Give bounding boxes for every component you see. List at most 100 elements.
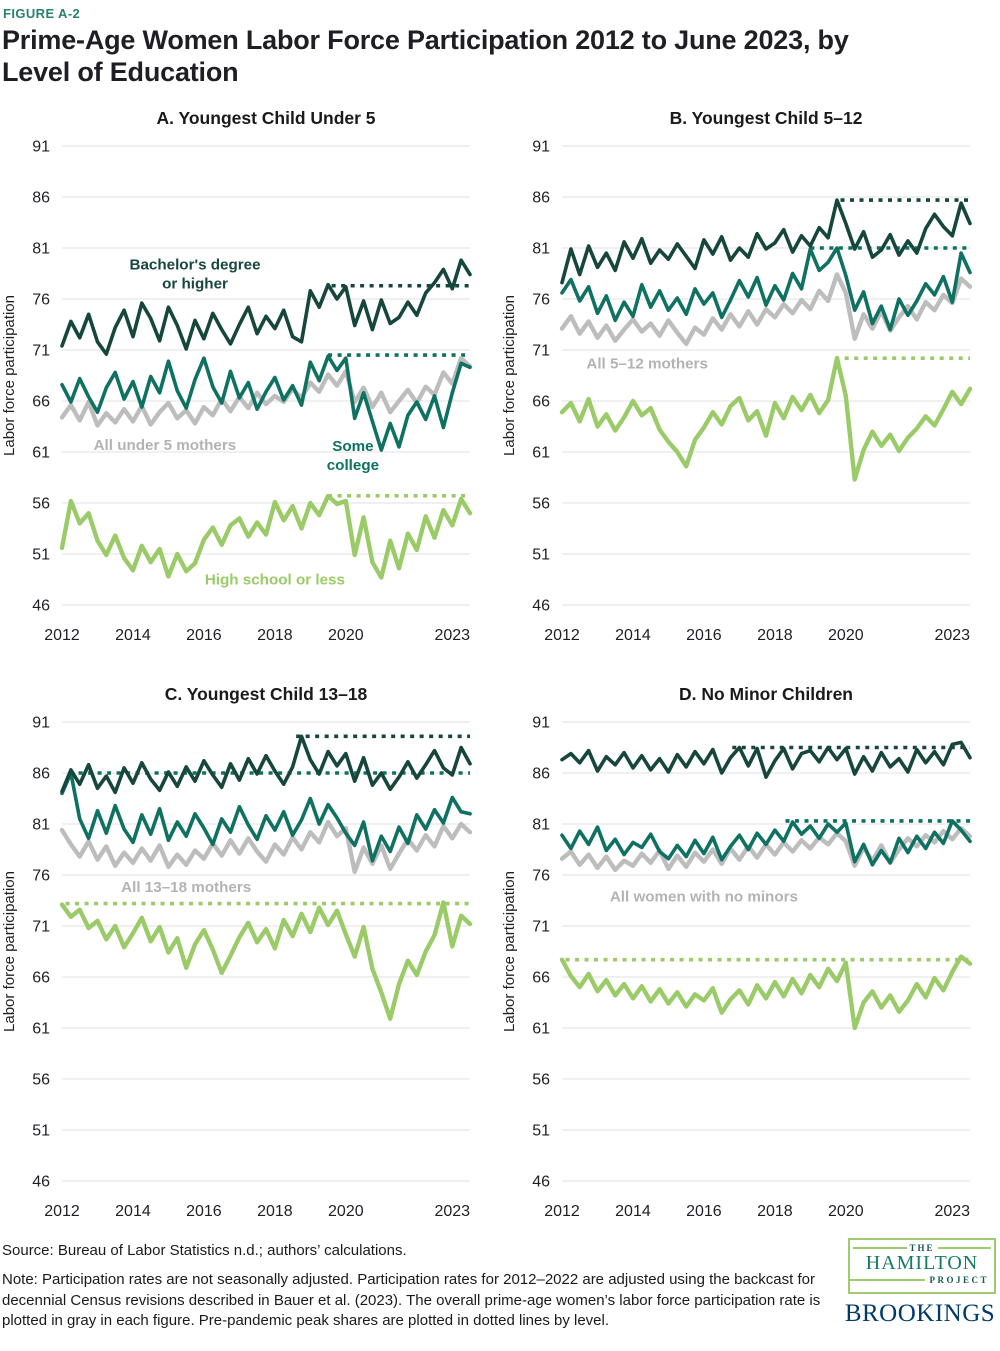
series-annotation: High school or less — [205, 572, 345, 589]
x-tick-label: 2023 — [434, 627, 470, 644]
y-tick-label: 66 — [32, 394, 50, 411]
y-tick-label: 56 — [32, 496, 50, 513]
series-line — [60, 771, 472, 863]
series-annotation: Some — [332, 438, 373, 455]
x-tick-label: 2020 — [328, 1203, 364, 1220]
y-axis-label: Labor force participation — [501, 295, 518, 456]
y-tick-label: 81 — [532, 241, 550, 258]
y-tick-label: 86 — [32, 766, 50, 783]
x-tick-label: 2018 — [257, 627, 293, 644]
y-tick-label: 76 — [32, 868, 50, 885]
panel-title: B. Youngest Child 5–12 — [670, 108, 863, 128]
series-line — [59, 356, 473, 428]
y-tick-label: 91 — [32, 139, 50, 156]
y-tick-label: 51 — [532, 547, 550, 564]
x-tick-label: 2014 — [615, 1203, 651, 1220]
series-line — [560, 819, 972, 867]
y-tick-label: 51 — [32, 547, 50, 564]
series-line — [59, 493, 473, 580]
hamilton-logo-name: HAMILTON — [865, 1252, 979, 1274]
panel-title: D. No Minor Children — [679, 684, 853, 704]
brookings-logo: BROOKINGS — [844, 1300, 996, 1327]
panel-c-chart: C. Youngest Child 13–18 Labor force parti… — [1, 684, 473, 1220]
page-title: Prime-Age Women Labor Force Participatio… — [2, 25, 849, 88]
y-tick-label: 91 — [32, 715, 50, 732]
series-line — [559, 954, 973, 1031]
series-line — [560, 198, 972, 285]
y-tick-label: 76 — [32, 292, 50, 309]
y-tick-label: 56 — [532, 1072, 550, 1089]
series-line — [560, 246, 972, 332]
y-tick-label: 61 — [32, 445, 50, 462]
figure-label: FIGURE A-2 — [3, 6, 81, 21]
series-line — [60, 734, 472, 795]
panel-a-chart: A. Youngest Child Under 5 Labor force par… — [1, 108, 473, 644]
panel-title: A. Youngest Child Under 5 — [156, 108, 375, 128]
y-tick-label: 56 — [32, 1072, 50, 1089]
series-annotation: All 5–12 mothers — [586, 355, 708, 372]
x-tick-label: 2023 — [934, 1203, 970, 1220]
note-paragraph: Note: Participation rates are not season… — [2, 1271, 821, 1330]
x-tick-label: 2012 — [544, 1203, 580, 1220]
y-axis-label: Labor force participation — [1, 295, 18, 456]
x-tick-label: 2018 — [757, 627, 793, 644]
y-tick-label: 61 — [532, 445, 550, 462]
y-tick-label: 46 — [32, 598, 50, 615]
source-line: Source: Bureau of Labor Statistics n.d.;… — [2, 1242, 407, 1259]
y-tick-label: 66 — [532, 970, 550, 987]
y-tick-label: 71 — [32, 919, 50, 936]
y-tick-label: 76 — [532, 868, 550, 885]
series-line — [59, 900, 473, 1021]
series-line — [60, 354, 472, 452]
series-annotation: All 13–18 mothers — [121, 879, 251, 896]
x-tick-label: 2020 — [328, 627, 364, 644]
y-tick-label: 51 — [32, 1123, 50, 1140]
x-tick-label: 2012 — [44, 1203, 80, 1220]
y-tick-label: 86 — [532, 190, 550, 207]
y-axis-label: Labor force participation — [501, 871, 518, 1032]
y-tick-label: 86 — [532, 766, 550, 783]
x-tick-label: 2020 — [828, 627, 864, 644]
y-tick-label: 51 — [532, 1123, 550, 1140]
y-tick-label: 76 — [532, 292, 550, 309]
y-tick-label: 61 — [532, 1021, 550, 1038]
series-line — [559, 272, 973, 347]
x-tick-label: 2012 — [544, 627, 580, 644]
x-tick-label: 2012 — [44, 627, 80, 644]
hamilton-logo-the: THE — [850, 1243, 994, 1253]
y-tick-label: 81 — [32, 241, 50, 258]
y-tick-label: 61 — [32, 1021, 50, 1038]
x-tick-label: 2023 — [934, 627, 970, 644]
y-tick-label: 56 — [532, 496, 550, 513]
y-tick-label: 66 — [32, 970, 50, 987]
x-tick-label: 2016 — [686, 1203, 722, 1220]
panel-d-chart: D. No Minor Children Labor force particip… — [501, 684, 973, 1220]
series-line — [559, 356, 973, 482]
panels-grid: A. Youngest Child Under 5 Labor force par… — [1, 108, 973, 1220]
y-tick-label: 71 — [32, 343, 50, 360]
y-tick-label: 71 — [532, 919, 550, 936]
series-line — [560, 740, 972, 779]
x-tick-label: 2020 — [828, 1203, 864, 1220]
x-tick-label: 2014 — [115, 1203, 151, 1220]
series-annotation: All under 5 mothers — [94, 437, 237, 454]
y-tick-label: 46 — [32, 1174, 50, 1191]
y-tick-label: 46 — [532, 1174, 550, 1191]
y-tick-label: 66 — [532, 394, 550, 411]
x-tick-label: 2014 — [115, 627, 151, 644]
series-line — [59, 819, 473, 875]
series-annotation: Bachelor's degree — [130, 256, 261, 273]
y-tick-label: 81 — [32, 817, 50, 834]
y-tick-label: 81 — [532, 817, 550, 834]
y-tick-label: 91 — [532, 139, 550, 156]
panel-b-chart: B. Youngest Child 5–12 Labor force partic… — [501, 108, 973, 644]
panel-title: C. Youngest Child 13–18 — [165, 684, 368, 704]
y-tick-label: 91 — [532, 715, 550, 732]
y-tick-label: 86 — [32, 190, 50, 207]
series-annotation: college — [327, 457, 379, 474]
x-tick-label: 2016 — [186, 627, 222, 644]
series-line — [60, 258, 472, 356]
hamilton-project-logo: THE HAMILTON PROJECT — [848, 1238, 996, 1294]
series-annotation: All women with no minors — [610, 888, 798, 905]
